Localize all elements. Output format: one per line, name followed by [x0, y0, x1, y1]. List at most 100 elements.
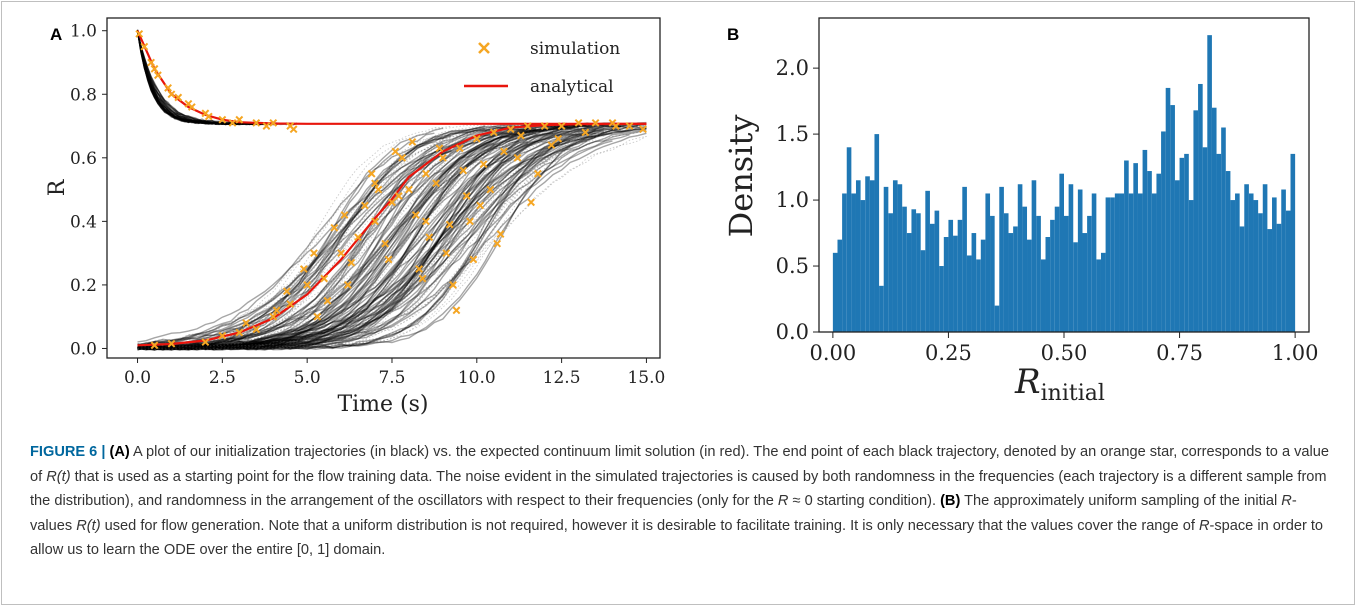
simulation-point: [449, 281, 457, 289]
simulation-point: [425, 233, 434, 242]
trajectory-line: [137, 123, 622, 351]
simulation-point: [418, 274, 427, 283]
trajectory-line: [137, 123, 647, 350]
panel-b-y-label: Density: [722, 115, 760, 238]
simulation-points: [135, 29, 647, 350]
histogram-bar: [883, 186, 889, 332]
histogram-bar: [1064, 215, 1069, 332]
caption-r-of-t-2: R(t): [76, 517, 101, 534]
simulation-point: [408, 138, 417, 146]
trajectory-line: [137, 127, 647, 351]
simulation-point: [150, 64, 159, 73]
simulation-point: [340, 211, 349, 219]
trajectory-line: [137, 122, 647, 351]
histogram-bar: [1013, 226, 1018, 332]
histogram-bar: [1022, 206, 1028, 332]
simulation-point: [435, 144, 444, 153]
simulation-point: [422, 217, 430, 226]
trajectory-line: [137, 134, 528, 351]
simulation-point: [415, 265, 424, 273]
histogram-bar: [1119, 193, 1125, 332]
trajectory-line: [137, 132, 613, 350]
trajectory-line: [137, 123, 545, 349]
trajectory-line: [137, 125, 622, 351]
simulation-point: [384, 255, 393, 264]
simulation-point: [153, 71, 162, 80]
simulation-point: [479, 160, 488, 169]
simulation-point: [135, 29, 144, 38]
trajectory-line: [137, 126, 503, 350]
histogram-bar: [1188, 200, 1194, 332]
simulation-point: [235, 115, 244, 124]
histogram-bar: [1054, 206, 1060, 332]
histogram-bar: [1198, 83, 1203, 332]
trajectory-line: [137, 131, 469, 346]
caption-text-6: used for flow generation. Note that a un…: [100, 517, 1199, 534]
x-tick-label: 0.0: [124, 368, 151, 388]
trajectory-line: [137, 122, 638, 350]
histogram-bar: [832, 252, 838, 332]
simulation-point: [354, 233, 362, 242]
histogram-bar: [1161, 131, 1166, 332]
figure-caption: FIGURE 6 | (A) A plot of our initializat…: [30, 440, 1330, 563]
simulation-point: [639, 125, 647, 134]
histogram-bar: [1096, 259, 1101, 332]
trajectory-line: [136, 30, 264, 125]
trajectory-line: [137, 140, 613, 350]
histogram-bar: [1036, 215, 1041, 332]
simulation-point: [330, 223, 339, 232]
trajectory-line: [137, 128, 596, 351]
trajectory-line: [137, 123, 579, 351]
trajectory-line: [137, 130, 605, 350]
simulation-point: [540, 122, 549, 130]
simulation-point: [303, 281, 312, 289]
trajectory-line: [137, 129, 528, 344]
x-tick-label: 5.0: [294, 368, 321, 388]
simulation-point: [394, 192, 403, 200]
trajectory-line: [137, 130, 511, 351]
trajectory-line: [136, 31, 226, 125]
trajectory-line: [136, 30, 274, 126]
histogram-bar: [1230, 200, 1236, 332]
histogram-bar: [1137, 193, 1143, 332]
trajectory-line: [137, 128, 528, 350]
trajectory-line: [136, 30, 226, 125]
histogram-bar: [1105, 197, 1111, 332]
simulation-point: [438, 153, 447, 162]
trajectory-line: [137, 128, 562, 351]
trajectory-line: [137, 129, 630, 350]
trajectory-line: [136, 30, 264, 126]
trajectory-line: [137, 123, 639, 351]
histogram-bar: [1045, 237, 1051, 332]
x-tick-label: 1.00: [1272, 341, 1319, 365]
simulation-point: [611, 122, 620, 130]
histogram-bar: [929, 223, 935, 332]
histogram-bar: [1174, 180, 1180, 332]
simulation-point: [184, 99, 193, 108]
trajectory-line: [137, 132, 647, 351]
histogram-bar: [957, 219, 963, 332]
caption-text-4: The approximately uniform sampling of th…: [960, 493, 1282, 509]
caption-r-space: R: [1198, 517, 1210, 534]
histogram-bar: [837, 239, 843, 332]
y-tick-label: 2.0: [776, 56, 809, 80]
trajectory-line: [137, 135, 495, 347]
x-tick-label: 2.5: [209, 368, 236, 388]
histogram-bar: [1253, 200, 1259, 332]
histogram-bar: [962, 186, 967, 332]
trajectory-line: [137, 137, 452, 349]
histogram-bar: [1110, 197, 1115, 332]
simulation-point: [452, 306, 461, 315]
histogram-bar: [1248, 193, 1254, 332]
panel-a-x-label: Time (s): [337, 392, 428, 417]
histogram-bar: [985, 193, 991, 332]
histogram-bar: [1128, 193, 1134, 332]
trajectory-line: [137, 125, 452, 349]
trajectory-line: [137, 138, 469, 343]
simulation-point: [167, 90, 176, 99]
simulation-point: [476, 201, 485, 210]
histogram-bar: [971, 233, 977, 332]
legend-analytical-label: analytical: [530, 77, 614, 97]
trajectory-line: [137, 126, 579, 351]
trajectory-line: [137, 130, 571, 351]
